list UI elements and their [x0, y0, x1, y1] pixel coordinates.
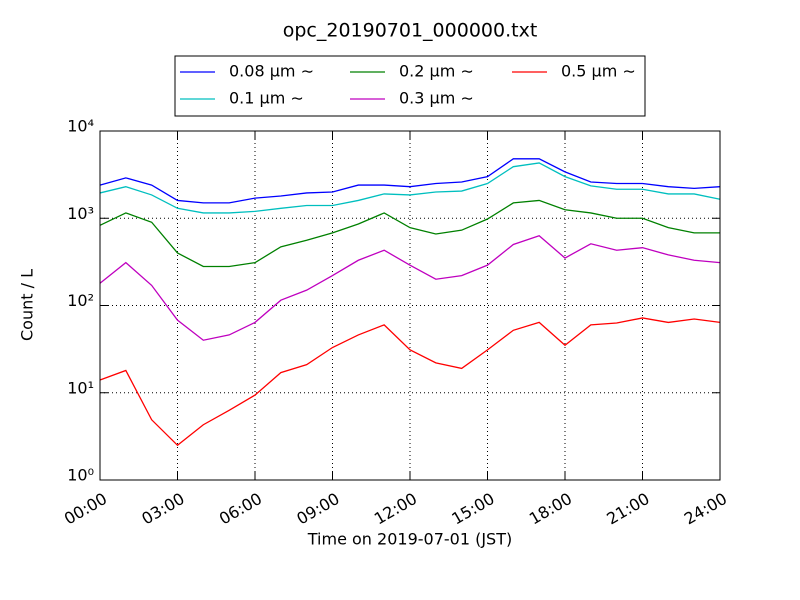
y-tick-label: 10⁴	[67, 117, 94, 136]
legend	[174, 55, 646, 117]
series-line	[99, 235, 721, 341]
y-axis-label: Count / L	[18, 269, 37, 341]
series-line	[99, 158, 721, 204]
legend-label: 0.08 μm ∼	[229, 62, 314, 81]
series-line	[99, 162, 721, 214]
legend-label: 0.2 μm ∼	[399, 62, 474, 81]
y-tick-label: 10⁰	[67, 466, 94, 485]
y-tick-label: 10³	[67, 204, 94, 223]
legend-label: 0.3 μm ∼	[399, 89, 474, 108]
chart-title: opc_20190701_000000.txt	[283, 20, 538, 42]
x-axis-label: Time on 2019-07-01 (JST)	[307, 530, 512, 549]
legend-label: 0.1 μm ∼	[229, 89, 304, 108]
series-line	[99, 199, 720, 268]
y-tick-label: 10¹	[67, 378, 94, 397]
y-tick-label: 10²	[67, 291, 94, 310]
legend-label: 0.5 μm ∼	[561, 62, 636, 81]
series-line	[99, 317, 721, 447]
